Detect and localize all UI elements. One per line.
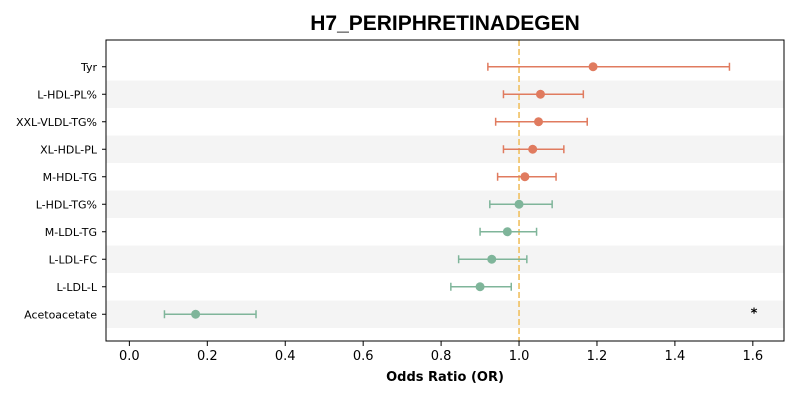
or-point <box>487 254 497 264</box>
x-tick-label: 1.0 <box>509 349 530 364</box>
y-tick-label: Tyr <box>80 61 98 74</box>
or-point <box>528 144 538 154</box>
row-band <box>106 190 784 218</box>
x-axis-label: Odds Ratio (OR) <box>386 370 504 385</box>
row-band <box>106 80 784 108</box>
significance-marker: * <box>751 306 758 321</box>
chart-title: H7_PERIPHRETINADEGEN <box>310 12 580 35</box>
data-marks: * <box>163 62 758 321</box>
y-tick-label: XL-HDL-PL <box>40 143 98 156</box>
or-point <box>191 309 201 319</box>
x-tick-label: 1.4 <box>665 349 686 364</box>
row-band <box>106 245 784 273</box>
x-axis: 0.0 0.2 0.4 0.6 0.8 1.0 1.2 1.4 1.6 <box>119 341 763 364</box>
row-band <box>106 135 784 163</box>
or-point <box>514 199 524 209</box>
or-point <box>534 117 544 127</box>
y-tick-label: L-LDL-FC <box>49 253 98 266</box>
y-tick-label: XXL-VLDL-TG% <box>16 116 97 129</box>
y-tick-label: Acetoacetate <box>24 308 97 321</box>
x-tick-label: 0.8 <box>431 349 452 364</box>
x-tick-label: 0.0 <box>119 349 140 364</box>
y-tick-label: L-HDL-TG% <box>36 198 97 211</box>
or-point <box>502 227 512 237</box>
y-axis: Tyr L-HDL-PL% XXL-VLDL-TG% XL-HDL-PL M-HDL-T… <box>16 61 106 321</box>
or-point <box>475 282 485 292</box>
y-tick-label: M-HDL-TG <box>43 171 97 184</box>
y-tick-label: M-LDL-TG <box>45 226 97 239</box>
plot-frame <box>105 39 785 342</box>
x-tick-label: 0.6 <box>353 349 374 364</box>
or-point <box>535 89 545 99</box>
x-tick-label: 1.6 <box>742 349 763 364</box>
or-point <box>588 62 598 72</box>
x-tick-label: 0.2 <box>197 349 218 364</box>
row-bands <box>106 80 784 328</box>
or-point <box>520 172 530 182</box>
y-tick-label: L-LDL-L <box>56 281 97 294</box>
x-tick-label: 1.2 <box>587 349 608 364</box>
y-tick-label: L-HDL-PL% <box>37 88 97 101</box>
x-tick-label: 0.4 <box>275 349 296 364</box>
